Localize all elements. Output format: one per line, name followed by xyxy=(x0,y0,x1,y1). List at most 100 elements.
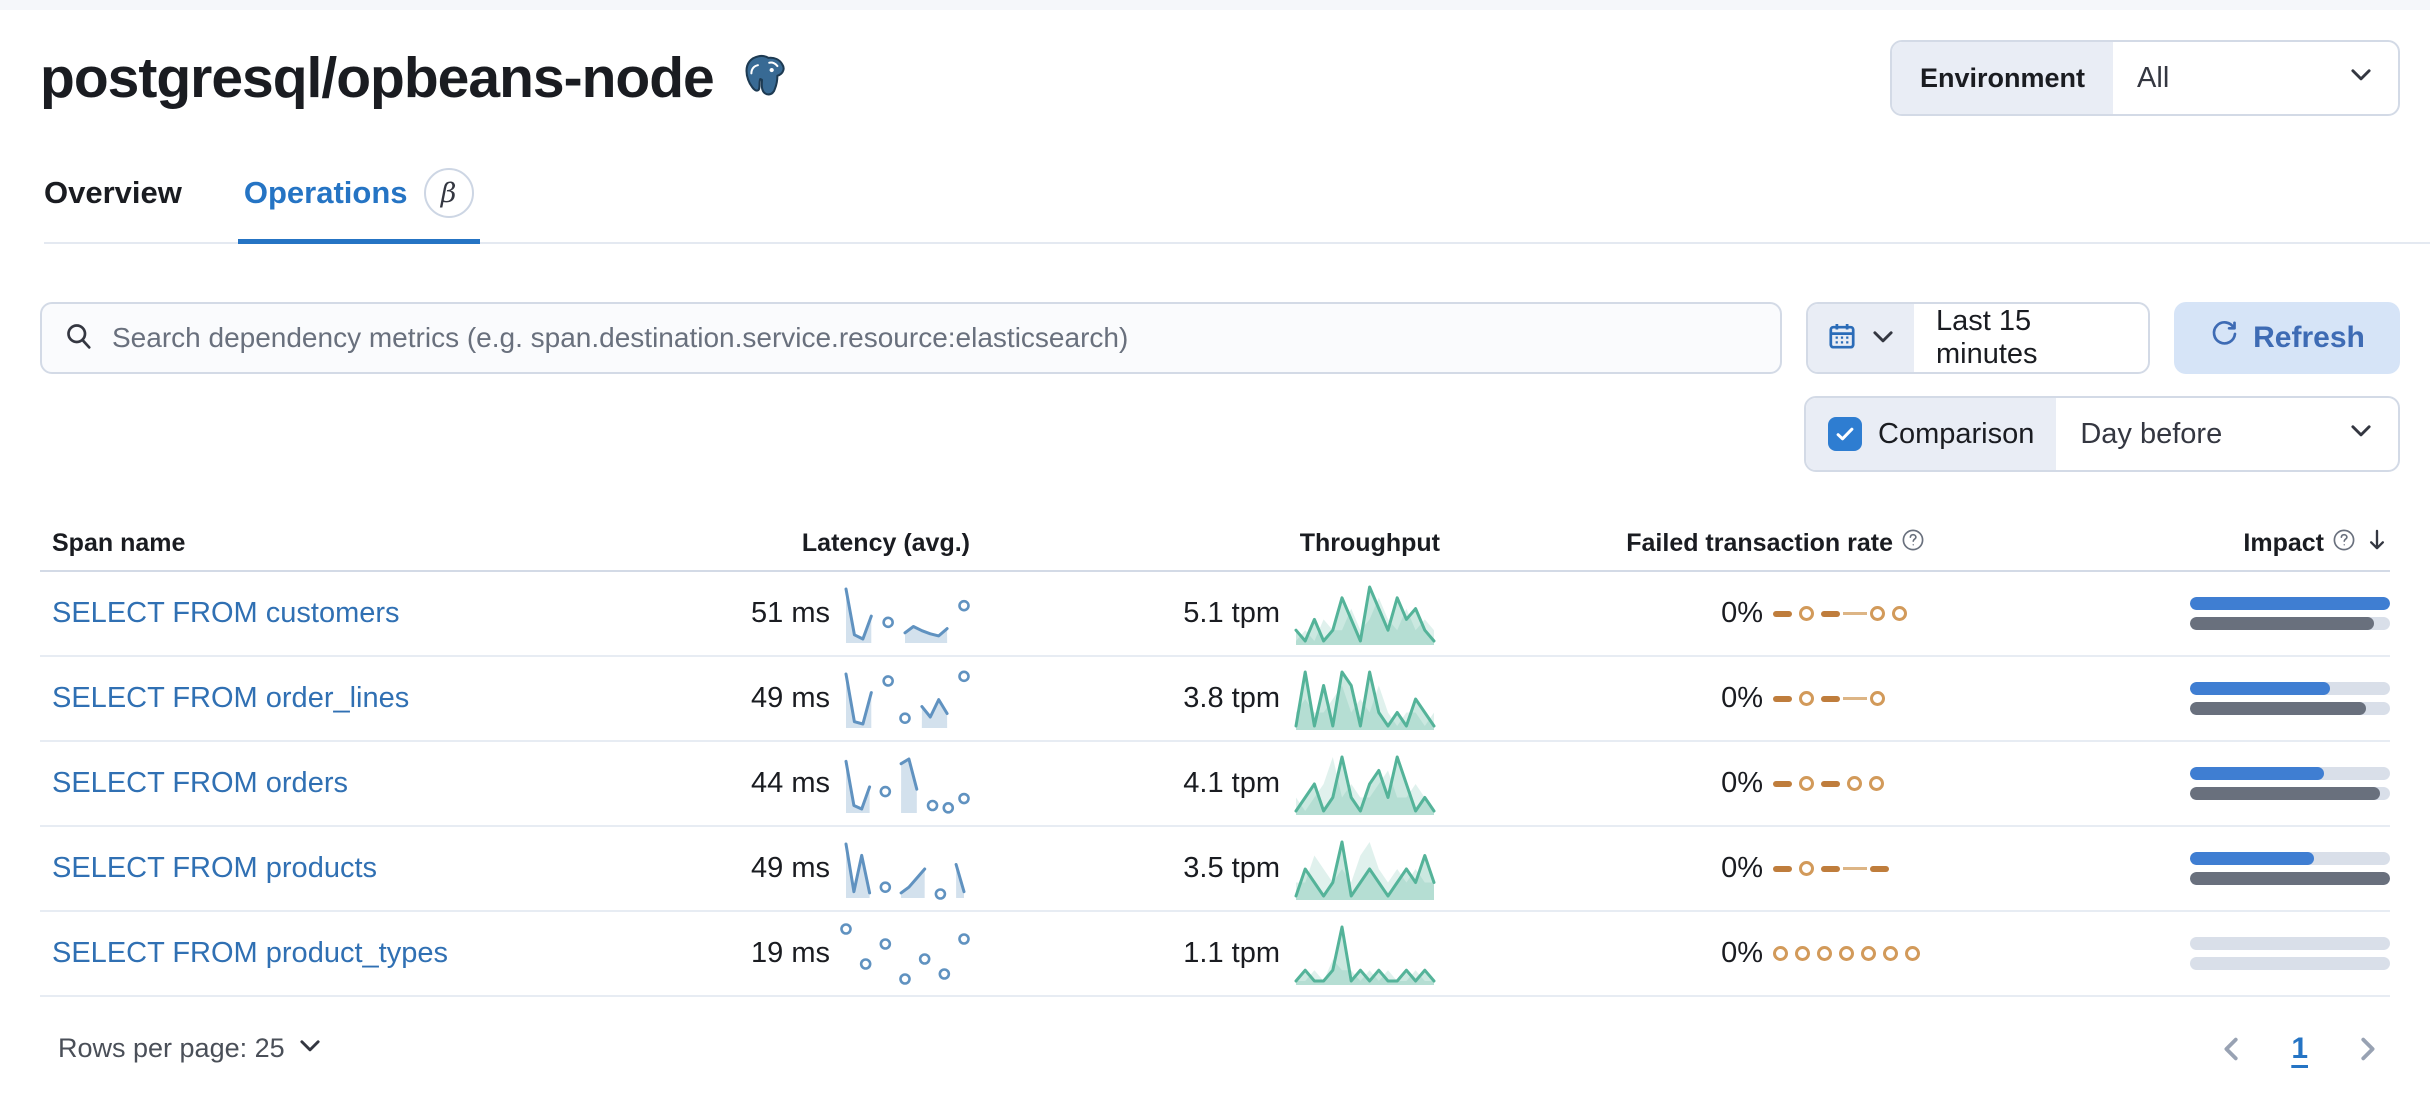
failed-rate-dot xyxy=(1799,776,1814,791)
chevron-down-icon xyxy=(2348,61,2374,95)
column-header-impact[interactable]: Impact xyxy=(2243,527,2390,560)
failed-rate-value: 0% xyxy=(1721,937,1763,969)
impact-current-track xyxy=(2190,767,2390,780)
failed-rate-sparkline xyxy=(1773,946,1925,961)
impact-previous-track xyxy=(2190,617,2390,630)
impact-previous-track xyxy=(2190,957,2390,970)
column-header-latency[interactable]: Latency (avg.) xyxy=(801,528,970,557)
environment-select[interactable]: All xyxy=(2113,42,2398,114)
failed-rate-sparkline xyxy=(1773,606,1925,621)
help-icon[interactable] xyxy=(2332,528,2356,559)
chevron-down-icon xyxy=(2348,417,2374,451)
failed-rate-dash xyxy=(1821,865,1840,872)
latency-value: 19 ms xyxy=(751,937,830,969)
failed-rate-line xyxy=(1843,867,1867,870)
time-range-value[interactable]: Last 15 minutes xyxy=(1936,305,2038,370)
throughput-sparkline xyxy=(1294,755,1436,815)
latency-sparkline xyxy=(844,757,970,814)
failed-rate-sparkline xyxy=(1773,691,1925,706)
comparison-control: Comparison Day before xyxy=(1804,396,2400,472)
failed-rate-dot xyxy=(1892,606,1907,621)
column-header-failed-rate[interactable]: Failed transaction rate xyxy=(1626,528,1925,559)
failed-rate-dot xyxy=(1773,946,1788,961)
failed-rate-dot xyxy=(1799,691,1814,706)
table-header-row: Span name Latency (avg.) Throughput Fail… xyxy=(40,516,2390,572)
environment-label: Environment xyxy=(1892,42,2114,114)
sort-descending-icon xyxy=(2364,527,2390,560)
date-picker-quick-menu[interactable] xyxy=(1808,304,1914,372)
impact-current-track xyxy=(2190,682,2390,695)
failed-rate-line xyxy=(1843,697,1867,700)
tab-overview[interactable]: Overview xyxy=(44,175,182,210)
span-name-link[interactable]: SELECT FROM orders xyxy=(52,767,348,799)
span-name-link[interactable]: SELECT FROM product_types xyxy=(52,937,448,969)
impact-bars xyxy=(2190,852,2390,885)
date-picker: Last 15 minutes xyxy=(1806,302,2150,374)
page-number-1[interactable]: 1 xyxy=(2291,1031,2308,1065)
span-name-link[interactable]: SELECT FROM products xyxy=(52,852,378,884)
page-header: postgresql/opbeans-node Environment All xyxy=(40,40,2400,116)
refresh-button[interactable]: Refresh xyxy=(2174,302,2400,374)
chevron-down-icon xyxy=(1870,323,1896,354)
table-body: SELECT FROM customers 51 ms 5.1 tpm 0% S… xyxy=(40,572,2390,997)
impact-bars xyxy=(2190,682,2390,715)
throughput-value: 1.1 tpm xyxy=(1183,937,1280,969)
failed-rate-value: 0% xyxy=(1721,852,1763,884)
failed-rate-dot xyxy=(1817,946,1832,961)
latency-sparkline xyxy=(840,922,970,985)
failed-rate-dot xyxy=(1847,776,1862,791)
help-icon[interactable] xyxy=(1901,528,1925,559)
comparison-toggle[interactable]: Comparison xyxy=(1806,398,2057,470)
failed-rate-line xyxy=(1843,612,1867,615)
impact-current-track xyxy=(2190,852,2390,865)
rows-per-page-button[interactable]: Rows per page: 25 xyxy=(52,1031,329,1066)
impact-previous-track xyxy=(2190,872,2390,885)
top-strip xyxy=(0,0,2430,10)
environment-filter[interactable]: Environment All xyxy=(1890,40,2400,116)
failed-rate-value: 0% xyxy=(1721,597,1763,629)
calendar-icon xyxy=(1826,320,1858,357)
impact-bars xyxy=(2190,937,2390,970)
throughput-value: 5.1 tpm xyxy=(1183,597,1280,629)
span-name-link[interactable]: SELECT FROM customers xyxy=(52,597,400,629)
failed-rate-value: 0% xyxy=(1721,767,1763,799)
column-header-throughput[interactable]: Throughput xyxy=(1299,528,1440,557)
impact-current-track xyxy=(2190,597,2390,610)
previous-page-button[interactable] xyxy=(2217,1034,2247,1064)
impact-current-track xyxy=(2190,937,2390,950)
impact-current-bar xyxy=(2190,767,2324,780)
tab-operations[interactable]: Operations β xyxy=(237,168,480,244)
next-page-button[interactable] xyxy=(2352,1034,2382,1064)
throughput-sparkline xyxy=(1294,585,1436,645)
failed-rate-dash xyxy=(1870,865,1889,872)
failed-rate-dot xyxy=(1870,691,1885,706)
failed-rate-value: 0% xyxy=(1721,682,1763,714)
latency-sparkline xyxy=(844,670,970,728)
table-row: SELECT FROM product_types 19 ms 1.1 tpm … xyxy=(40,912,2390,997)
pagination: 1 xyxy=(2217,1032,2382,1066)
chevron-down-icon xyxy=(297,1032,323,1065)
failed-rate-dash xyxy=(1773,865,1792,872)
failed-rate-dash xyxy=(1773,695,1792,702)
table-row: SELECT FROM order_lines 49 ms 3.8 tpm 0% xyxy=(40,657,2390,742)
failed-rate-dot xyxy=(1870,606,1885,621)
latency-value: 49 ms xyxy=(751,682,830,714)
comparison-label: Comparison xyxy=(1878,417,2035,450)
comparison-select[interactable]: Day before xyxy=(2056,398,2398,470)
failed-rate-dash xyxy=(1821,610,1840,617)
span-name-link[interactable]: SELECT FROM order_lines xyxy=(52,682,410,714)
failed-rate-dot xyxy=(1839,946,1854,961)
failed-rate-dot xyxy=(1905,946,1920,961)
failed-rate-sparkline xyxy=(1773,776,1925,791)
comparison-checkbox[interactable] xyxy=(1828,417,1862,451)
impact-previous-bar xyxy=(2190,702,2366,715)
impact-current-bar xyxy=(2190,597,2390,610)
column-header-span-name: Span name xyxy=(52,528,186,557)
latency-sparkline xyxy=(844,842,966,900)
failed-rate-dash xyxy=(1821,780,1840,787)
search-box[interactable] xyxy=(40,302,1782,374)
search-input[interactable] xyxy=(110,321,1758,355)
failed-rate-dot xyxy=(1799,606,1814,621)
impact-bars xyxy=(2190,767,2390,800)
impact-current-bar xyxy=(2190,682,2330,695)
